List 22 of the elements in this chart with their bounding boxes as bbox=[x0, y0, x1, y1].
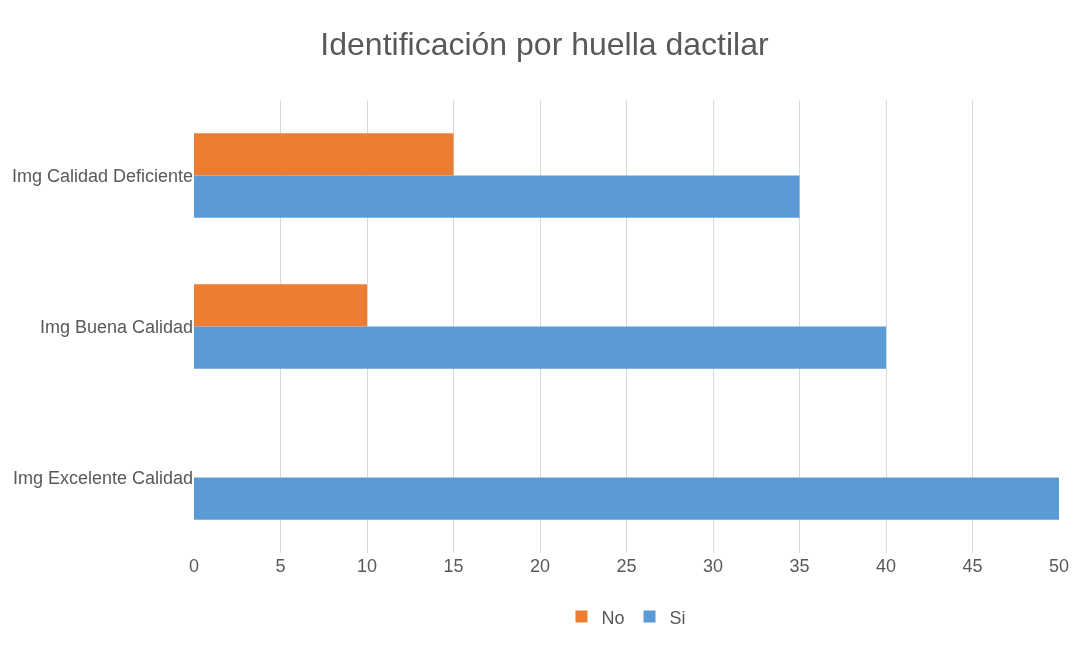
x-tick-label: 35 bbox=[789, 556, 810, 576]
legend-label: No bbox=[601, 607, 625, 628]
y-tick-label: Img Buena Calidad bbox=[39, 316, 193, 337]
y-tick-label: Img Calidad Deficiente bbox=[11, 165, 193, 186]
bar bbox=[194, 175, 800, 218]
x-tick-label: 0 bbox=[188, 556, 200, 576]
x-tick-label: 20 bbox=[529, 556, 551, 576]
x-tick-label: 5 bbox=[275, 556, 286, 576]
x-tick-label: 30 bbox=[702, 556, 724, 576]
bar bbox=[194, 477, 1059, 520]
chart-title: Identificación por huella dactilar bbox=[320, 25, 769, 62]
bar bbox=[194, 284, 367, 327]
bar bbox=[194, 326, 886, 369]
x-tick-label: 50 bbox=[1048, 556, 1070, 576]
legend-label: Si bbox=[669, 607, 686, 628]
x-tick-label: 40 bbox=[875, 556, 897, 576]
x-tick-label: 45 bbox=[962, 556, 983, 576]
y-tick-label: Img Excelente Calidad bbox=[12, 467, 193, 488]
x-tick-label: 15 bbox=[443, 556, 464, 576]
x-tick-label: 25 bbox=[616, 556, 637, 576]
x-tick-label: 10 bbox=[356, 556, 378, 576]
bar bbox=[194, 133, 454, 176]
